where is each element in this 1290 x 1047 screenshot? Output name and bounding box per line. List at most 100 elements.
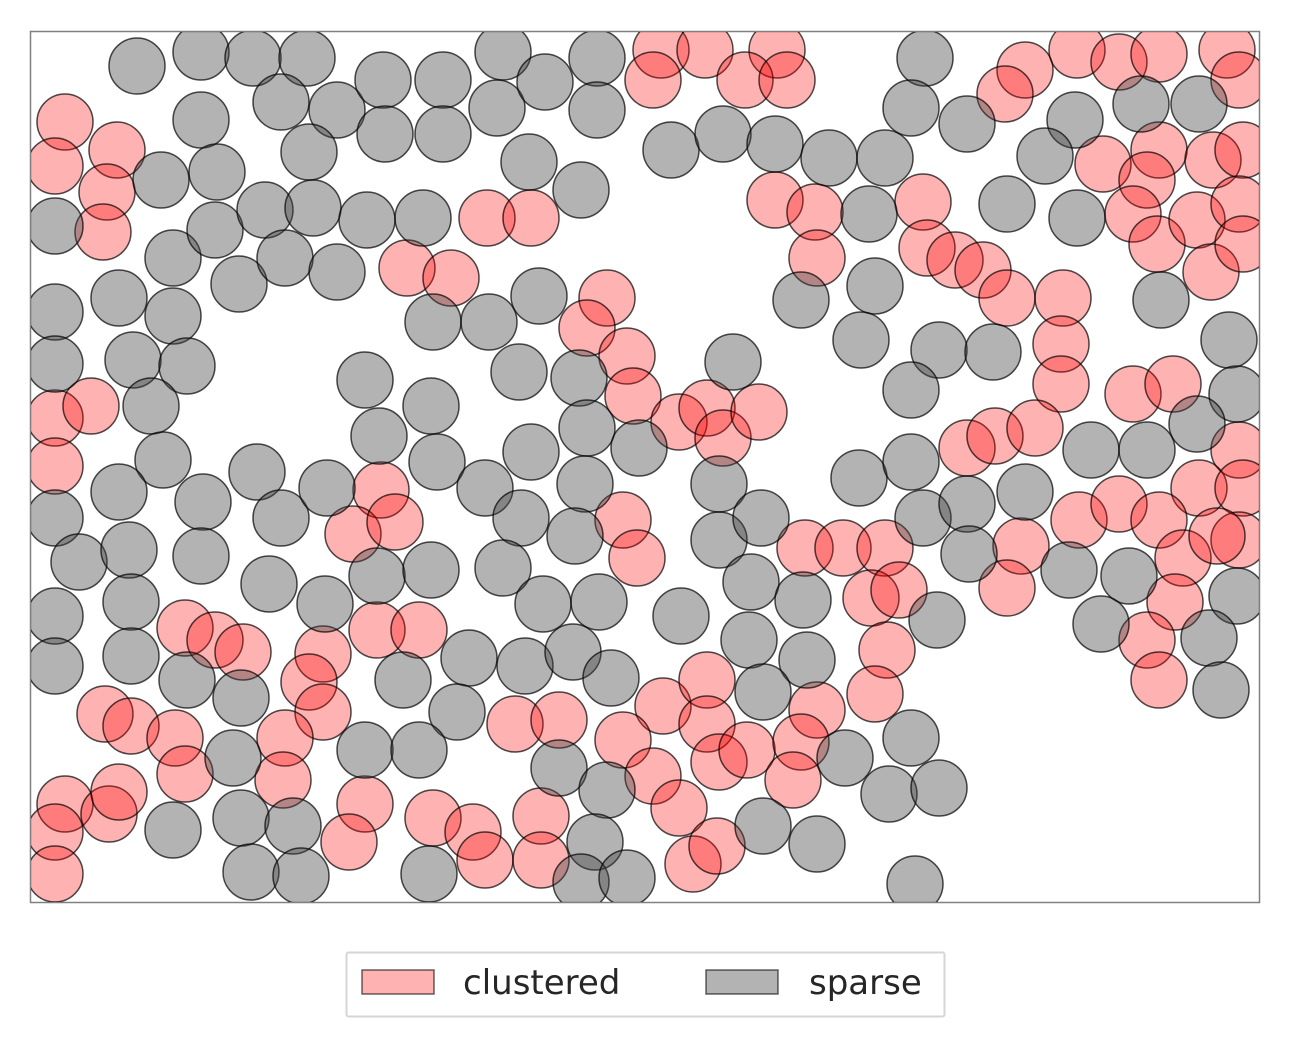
sparse-point: [1062, 421, 1120, 479]
clustered-point: [858, 621, 916, 679]
clustered-point: [976, 65, 1034, 123]
clustered-point: [966, 407, 1024, 465]
clustered-point: [156, 745, 214, 803]
sparse-point: [408, 433, 466, 491]
sparse-point: [428, 683, 486, 741]
sparse-point: [550, 349, 608, 407]
sparse-point: [394, 189, 452, 247]
legend-label-clustered: clustered: [463, 963, 620, 1003]
clustered-point: [716, 51, 774, 109]
sparse-point: [404, 293, 462, 351]
sparse-point: [938, 95, 996, 153]
clustered-point: [604, 367, 662, 425]
sparse-point: [492, 489, 550, 547]
sparse-point: [338, 191, 396, 249]
sparse-point: [496, 637, 554, 695]
sparse-point: [598, 849, 656, 902]
clustered-point: [578, 269, 636, 327]
sparse-point: [228, 443, 286, 501]
clustered-point: [978, 559, 1036, 617]
sparse-point: [456, 459, 514, 517]
sparse-point: [722, 553, 780, 611]
sparse-point: [642, 121, 700, 179]
sparse-point: [212, 789, 270, 847]
sparse-point: [356, 105, 414, 163]
sparse-point: [31, 637, 84, 695]
clustered-point: [90, 763, 148, 821]
sparse-point: [440, 629, 498, 687]
sparse-point: [414, 51, 472, 109]
sparse-point: [578, 761, 636, 819]
clustered-point: [688, 817, 746, 875]
clustered-point: [31, 437, 84, 495]
clustered-point: [530, 691, 588, 749]
clustered-point: [1118, 151, 1176, 209]
sparse-point: [280, 123, 338, 181]
sparse-point: [460, 293, 518, 351]
sparse-point: [652, 587, 710, 645]
clustered-point: [486, 695, 544, 753]
clustered-point: [444, 803, 502, 861]
sparse-point: [856, 129, 914, 187]
sparse-point: [568, 32, 626, 87]
sparse-point: [210, 255, 268, 313]
sparse-point: [1208, 365, 1259, 423]
clustered-point: [31, 137, 84, 195]
sparse-point: [224, 32, 282, 87]
clustered-point: [512, 831, 570, 889]
sparse-point: [558, 399, 616, 457]
sparse-point: [172, 527, 230, 585]
sparse-point: [772, 271, 830, 329]
clustered-point: [1130, 32, 1188, 83]
sparse-point: [1208, 567, 1259, 625]
clustered-point: [1130, 491, 1188, 549]
clustered-point: [694, 409, 752, 467]
sparse-point: [350, 407, 408, 465]
clustered-point: [378, 239, 436, 297]
legend-label-sparse: sparse: [809, 963, 922, 1003]
sparse-point: [31, 335, 84, 393]
sparse-point: [272, 847, 330, 902]
sparse-point: [1118, 421, 1176, 479]
clustered-point: [320, 813, 378, 871]
sparse-point: [732, 489, 790, 547]
sparse-point: [1180, 609, 1238, 667]
clustered-point: [594, 491, 652, 549]
sparse-point: [570, 573, 628, 631]
sparse-point: [240, 555, 298, 613]
clustered-point: [598, 327, 656, 385]
sparse-point: [514, 575, 572, 633]
clustered-point: [186, 611, 244, 669]
clustered-point: [31, 803, 84, 861]
sparse-point: [720, 611, 778, 669]
sparse-point: [144, 287, 202, 345]
clustered-point: [422, 249, 480, 307]
sparse-point: [490, 343, 548, 401]
sparse-point: [1016, 127, 1074, 185]
clustered-point: [146, 709, 204, 767]
sparse-point: [1072, 595, 1130, 653]
sparse-point: [104, 331, 162, 389]
clustered-point: [456, 831, 514, 889]
sparse-point: [734, 797, 792, 855]
sparse-point: [414, 105, 472, 163]
sparse-point: [546, 507, 604, 565]
legend: clustered sparse: [345, 951, 946, 1018]
sparse-point: [734, 663, 792, 721]
sparse-point: [704, 333, 762, 391]
sparse-point: [50, 533, 108, 591]
clustered-point: [214, 623, 272, 681]
clustered-point: [31, 389, 84, 447]
sparse-point: [1046, 91, 1104, 149]
sparse-point: [830, 449, 888, 507]
clustered-point: [718, 721, 776, 779]
sparse-point: [886, 855, 944, 902]
sparse-point: [582, 649, 640, 707]
sparse-point: [31, 197, 84, 255]
sparse-point: [308, 81, 366, 139]
clustered-point: [558, 299, 616, 357]
sparse-point: [610, 419, 668, 477]
clustered-point: [594, 711, 652, 769]
legend-swatch-sparse: [705, 969, 779, 995]
sparse-point: [374, 651, 432, 709]
